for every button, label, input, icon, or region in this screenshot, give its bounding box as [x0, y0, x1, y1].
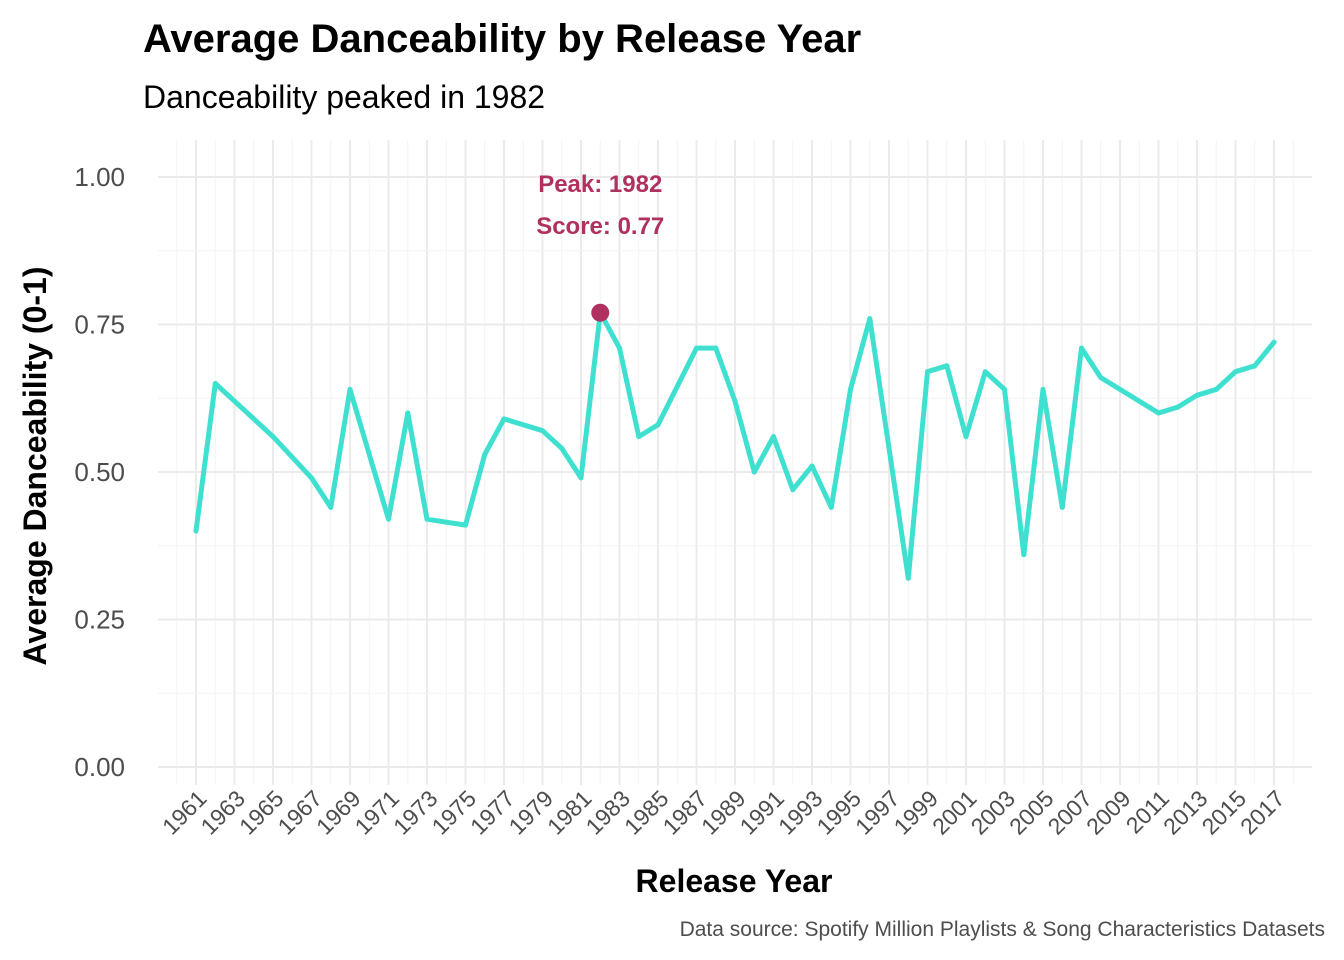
data-point — [790, 487, 796, 493]
data-point — [193, 528, 199, 534]
data-point — [713, 345, 719, 351]
data-point — [655, 422, 661, 428]
data-point — [1002, 386, 1007, 392]
x-tick-label: 2017 — [1235, 785, 1290, 840]
data-point — [1156, 410, 1161, 416]
data-point — [809, 463, 815, 469]
data-point — [501, 416, 507, 422]
data-point — [1252, 363, 1258, 369]
data-point — [559, 445, 565, 451]
data-point — [1233, 369, 1238, 375]
data-point — [944, 363, 950, 369]
data-point — [828, 504, 834, 510]
data-point — [270, 434, 276, 440]
y-tick-label: 1.00 — [74, 162, 125, 192]
data-point — [751, 469, 757, 475]
grid — [158, 140, 1312, 785]
data-point — [463, 522, 468, 528]
data-point — [347, 386, 353, 392]
data-point — [386, 516, 391, 522]
data-point — [905, 575, 911, 581]
peak-point — [591, 303, 610, 322]
data-point — [1098, 375, 1104, 381]
data-point — [424, 516, 430, 522]
data-point — [732, 398, 738, 404]
data-point — [1079, 345, 1084, 351]
data-point — [212, 381, 218, 386]
peak-annotation-year: Peak: 1982 — [538, 171, 662, 198]
y-tick-label: 0.25 — [74, 605, 125, 635]
y-tick-label: 0.00 — [74, 752, 125, 782]
y-tick-label: 0.50 — [74, 457, 125, 487]
data-point — [1021, 552, 1027, 558]
data-point — [982, 369, 988, 375]
data-point — [405, 410, 411, 416]
data-point — [1271, 339, 1277, 345]
data-point — [867, 316, 873, 322]
y-axis-ticks: 0.00 0.25 0.50 0.75 1.00 — [74, 162, 125, 782]
y-axis-title: Average Danceability (0-1) — [17, 267, 53, 666]
y-tick-label: 0.75 — [74, 310, 125, 340]
data-point — [1194, 392, 1200, 398]
data-point — [578, 475, 584, 481]
chart-title: Average Danceability by Release Year — [143, 17, 861, 61]
data-point — [1040, 386, 1046, 392]
data-point — [328, 504, 334, 510]
chart-caption: Data source: Spotify Million Playlists &… — [680, 918, 1325, 941]
data-point — [540, 428, 545, 434]
data-point — [482, 451, 488, 457]
x-axis-ticks: 1961196319651967196919711973197519771979… — [157, 785, 1290, 840]
chart-subtitle: Danceability peaked in 1982 — [143, 79, 545, 115]
data-point — [636, 434, 642, 440]
data-point — [963, 434, 969, 440]
data-point — [1175, 404, 1181, 410]
data-point — [848, 386, 853, 392]
data-points — [193, 310, 1277, 581]
data-point — [694, 345, 699, 351]
data-point — [925, 369, 930, 375]
data-point — [1213, 386, 1219, 392]
x-axis-title: Release Year — [636, 863, 833, 899]
data-point — [1059, 504, 1065, 510]
data-point — [617, 345, 622, 351]
peak-annotation-score: Score: 0.77 — [536, 213, 664, 240]
data-point — [771, 434, 776, 440]
data-point — [309, 475, 314, 481]
